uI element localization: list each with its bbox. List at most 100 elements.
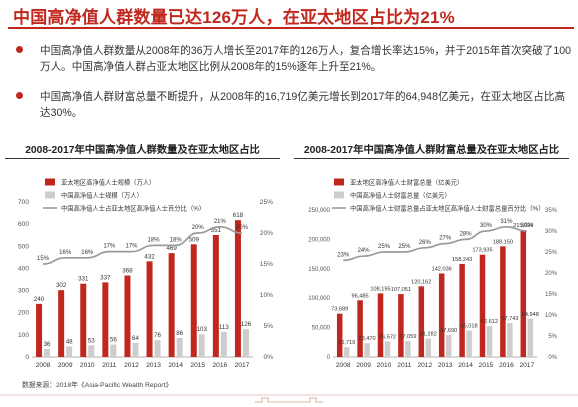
bar-secondary [132,342,139,357]
bar-primary [146,261,153,357]
bar-value-label: 36 [44,341,51,348]
bar-secondary [154,340,161,357]
percent-label: 23% [337,252,350,258]
legend-label: 中国高净值人士占亚太地区高净值人士百分比（%） [61,204,205,213]
bar-secondary [364,343,370,357]
bullet-text: 中国高净值人群数量从2008年的36万人增长至2017年的126万人，复合增长率… [40,45,572,73]
bullet-text: 中国高净值人群财富总量不断提升，从2008年的16,719亿美元增长到2017年… [40,91,566,119]
x-tick-label: 2010 [377,362,392,369]
bar-value-label: 108,195 [370,286,390,292]
y-tick-label: 50,000 [312,326,331,332]
bar-secondary [507,323,513,357]
percent-label: 16% [81,250,94,256]
bar-secondary [242,329,249,357]
bar-primary [124,275,131,357]
bar-secondary [88,345,95,357]
y-tick-label: 600 [18,221,29,228]
bar-secondary [466,330,472,357]
percent-label: 31% [500,219,513,225]
y-tick-label: 0 [25,354,29,361]
bar-primary [168,253,175,357]
bar-value-label: 509 [189,236,200,243]
bar-value-label: 56 [110,337,117,344]
wealth-chart: 亚太地区高净值人士财富总量（亿美元） 中国高净值人士财富总量（亿美元） 中国高净值人… [308,178,558,370]
bar-primary [398,294,404,357]
bar-value-label: 302 [56,282,67,289]
y-tick-label: 400 [18,265,29,272]
bar-secondary [66,346,73,357]
bar-value-label: 113 [219,324,229,331]
bar-value-label: 37,690 [440,328,457,334]
y-tick-label: 150,000 [308,267,330,273]
bar-secondary [44,349,51,357]
bar-value-label: 368 [122,268,133,275]
y2-tick-label: 20% [260,230,273,237]
bar-primary [357,300,363,357]
percent-label: 20% [192,225,205,231]
x-tick-label: 2014 [458,362,473,369]
bar-value-label: 52,612 [481,319,498,325]
y2-tick-label: 0% [548,355,557,361]
bar-value-label: 469 [166,245,177,252]
percent-label: 17% [125,244,138,250]
y-tick-label: 300 [18,288,29,295]
bar-primary [377,293,384,357]
y-tick-label: 200 [18,310,29,317]
bar-value-label: 618 [233,212,244,219]
y2-tick-label: 10% [545,313,558,319]
legend-swatch [45,191,55,199]
population-chart-panel: 2008-2017年中国高净值人群数量及在亚太地区占比 亚太地区高净值人士规模（… [5,138,280,376]
page-title: 中国高净值人群数量已达126万人，在亚太地区占比为21% [13,8,455,27]
bar-value-label: 53 [88,337,95,344]
bar-value-label: 31,282 [420,332,437,338]
legend-label: 亚太地区高净值人士规模（万人） [61,178,155,187]
percent-label: 17% [103,244,116,250]
bar-value-label: 45,018 [461,324,478,330]
x-tick-label: 2013 [146,362,161,369]
percent-label: 26% [419,240,432,246]
y-tick-label: 200,000 [308,237,330,243]
bar-secondary [176,337,183,357]
x-tick-label: 2017 [519,362,534,369]
bar-value-label: 331 [78,276,89,283]
bar-primary [102,282,109,357]
bar-primary [58,290,65,357]
bar-primary [234,220,241,357]
percent-label: 15% [37,256,50,262]
percent-label: 30% [480,223,493,229]
bar-primary [336,313,343,357]
x-tick-label: 2008 [336,362,351,369]
x-tick-label: 2012 [124,362,139,369]
bar-secondary [220,331,227,357]
bar-secondary [445,334,452,357]
bar-secondary [384,341,391,357]
x-tick-label: 2015 [190,362,205,369]
bar-value-label: 215,924 [513,223,533,229]
bar-value-label: 64,948 [522,312,539,318]
bar-primary [80,283,87,357]
bar-primary [438,273,445,357]
y-tick-label: 100 [18,332,29,339]
population-chart: 亚太地区高净值人士规模（万人） 中国高净值人士规模（万人） 中国高净值人士占亚太地区… [18,178,273,370]
percent-label: 30% [521,223,534,229]
y2-tick-label: 15% [545,292,558,298]
percent-label: 16% [59,250,72,256]
bar-value-label: 142,036 [432,266,452,272]
x-tick-label: 2016 [499,362,514,369]
footer-ornament [0,394,578,403]
y2-tick-label: 25% [545,250,558,256]
chart-title: 2008-2017年中国高净值人群财富总量及在亚太地区占比 [303,145,560,156]
percent-label: 18% [170,237,183,243]
bar-value-label: 48 [66,338,73,345]
legend-label: 中国高净值人士规模（万人） [61,191,143,200]
source-note: 数据来源：2018年《Asia-Pacific Wealth Report》 [22,382,173,389]
bar-value-label: 173,935 [472,248,492,254]
bar-secondary [405,341,411,357]
wealth-chart-panel: 2008-2017年中国高净值人群财富总量及在亚太地区占比 亚太地区高净值人士财… [294,138,569,376]
bar-value-label: 26,572 [379,334,396,340]
bar-value-label: 107,051 [391,287,411,293]
legend-swatch [45,178,55,186]
bar-value-label: 120,162 [411,279,431,285]
chart-title-rule [5,158,280,159]
x-tick-label: 2015 [479,362,494,369]
